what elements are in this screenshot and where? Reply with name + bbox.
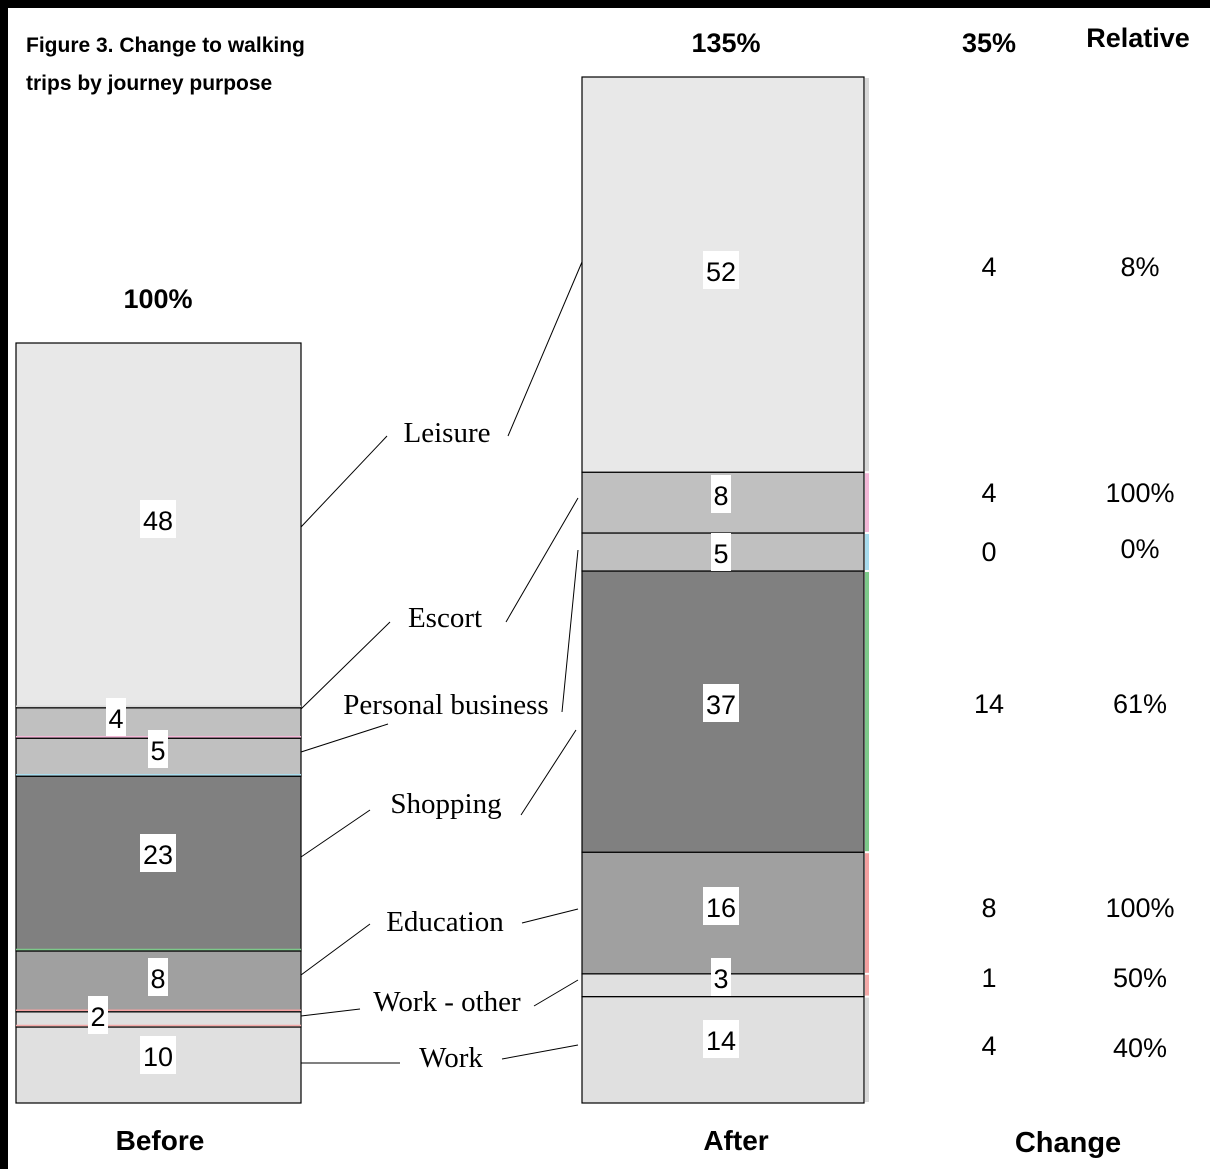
connector-after-work-other [533, 979, 579, 1007]
value-label-bg-after-personal-business [711, 533, 731, 571]
bar-before-work-other [15, 1011, 302, 1028]
value-label-before-work: 10 [143, 1042, 173, 1072]
value-label-bg-before-work [140, 1036, 176, 1074]
connector-after-leisure [507, 261, 583, 437]
bar-accent-work-other [865, 974, 869, 996]
relative-value-leisure: 8% [1120, 252, 1159, 282]
change-columns: 100% 135% 35% Relative 4 40% 1 50% 8 100% 14 61% 0 0%… [123, 23, 1189, 1063]
connector-before-work-other [300, 1008, 361, 1017]
purpose-label-personal-business: Personal business [343, 689, 548, 721]
connector-after-education [521, 908, 579, 924]
value-label-bg-after-education [703, 887, 739, 925]
relative-value-education: 100% [1105, 893, 1174, 923]
purpose-label-education: Education [386, 906, 504, 938]
chart-title: Figure 3. Change to walking trips by jou… [26, 34, 305, 95]
value-label-after-work: 14 [706, 1026, 736, 1056]
connector-before-shopping [300, 809, 371, 858]
bar-accent-education [865, 853, 869, 973]
value-label-bg-before-personal-business [148, 730, 168, 768]
value-label-bg-after-leisure [703, 251, 739, 289]
category-label-after: After [703, 1125, 768, 1156]
change-value-shopping: 14 [974, 689, 1004, 719]
bar-accent-shopping [865, 572, 869, 852]
purpose-label-leisure: Leisure [404, 417, 491, 449]
value-label-bg-after-work-other [711, 958, 731, 996]
change-value-education: 8 [981, 893, 996, 923]
change-value-personal-business: 0 [981, 537, 996, 567]
change-column-label: Change [1015, 1127, 1121, 1159]
value-label-bg-after-work [703, 1020, 739, 1058]
bar-after-shopping [581, 570, 865, 853]
bar-accent-escort [865, 473, 869, 532]
bar-accent-work [865, 997, 869, 1102]
purpose-label-work: Work [419, 1042, 483, 1074]
chart-title-line-2: trips by journey purpose [26, 72, 272, 95]
value-label-bg-before-work-other [88, 996, 108, 1034]
change-value-leisure: 4 [981, 252, 996, 282]
value-label-bg-before-leisure [140, 500, 176, 538]
connector-before-leisure [300, 435, 388, 528]
connector-after-work [501, 1044, 579, 1060]
value-label-before-leisure: 48 [143, 506, 173, 536]
bar-accent-leisure [865, 78, 869, 472]
bar-accent-personal-business [865, 534, 869, 570]
relative-value-work: 40% [1113, 1033, 1167, 1063]
change-value-work: 4 [981, 1031, 996, 1061]
value-label-bg-before-shopping [140, 834, 176, 872]
connector-before-personal-business [300, 723, 389, 753]
connector-before-education [300, 923, 371, 976]
relative-value-work-other: 50% [1113, 963, 1167, 993]
change-value-escort: 4 [981, 478, 996, 508]
relative-value-personal-business: 0% [1120, 534, 1159, 564]
relative-value-escort: 100% [1105, 478, 1174, 508]
connector-after-shopping [520, 729, 577, 816]
connector-lines [300, 261, 583, 1064]
relative-value-shopping: 61% [1113, 689, 1167, 719]
value-label-bg-after-shopping [703, 684, 739, 722]
purpose-label-escort: Escort [408, 602, 482, 634]
chart-title-line-1: Figure 3. Change to walking [26, 34, 305, 57]
purpose-labels: Leisure Escort Personal business Shopping Ed… [343, 417, 548, 1074]
value-label-before-education: 8 [150, 964, 165, 994]
bars [15, 76, 869, 1104]
value-label-after-personal-business: 5 [713, 539, 728, 569]
value-label-before-personal-business: 5 [150, 736, 165, 766]
connector-after-personal-business [561, 549, 579, 713]
change-total: 35% [962, 28, 1016, 58]
total-before: 100% [123, 284, 192, 314]
value-label-after-escort: 8 [713, 481, 728, 511]
category-axis: Before After Change [116, 1125, 1122, 1159]
value-label-after-education: 16 [706, 893, 736, 923]
relative-header: Relative [1086, 23, 1190, 53]
purpose-label-shopping: Shopping [390, 788, 501, 820]
value-label-after-shopping: 37 [706, 690, 736, 720]
value-label-bg-before-escort [106, 698, 126, 736]
total-after: 135% [691, 28, 760, 58]
value-label-after-leisure: 52 [706, 257, 736, 287]
value-label-before-work-other: 2 [90, 1002, 105, 1032]
value-label-after-work-other: 3 [713, 964, 728, 994]
value-label-before-escort: 4 [108, 704, 123, 734]
connector-after-escort [505, 497, 579, 623]
value-label-bg-before-education [148, 958, 168, 996]
value-label-bg-after-escort [711, 475, 731, 513]
change-value-work-other: 1 [981, 963, 996, 993]
purpose-label-work-other: Work - other [373, 986, 521, 1018]
connector-before-escort [300, 621, 391, 710]
category-label-before: Before [116, 1125, 205, 1156]
value-label-before-shopping: 23 [143, 840, 173, 870]
